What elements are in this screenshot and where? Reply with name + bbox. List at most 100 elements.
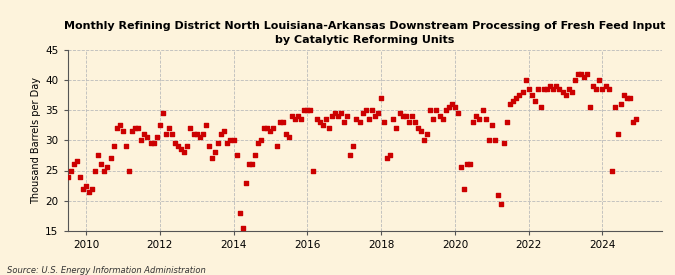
- Point: [80, 183, 91, 188]
- Point: [59, 177, 70, 182]
- Point: [487, 123, 497, 127]
- Point: [570, 78, 580, 82]
- Point: [391, 126, 402, 130]
- Point: [155, 123, 165, 127]
- Point: [606, 168, 617, 173]
- Point: [308, 168, 319, 173]
- Point: [406, 114, 417, 118]
- Point: [597, 87, 608, 91]
- Point: [56, 183, 67, 188]
- Point: [108, 144, 119, 148]
- Point: [335, 111, 346, 115]
- Point: [450, 105, 460, 109]
- Point: [50, 189, 61, 194]
- Point: [505, 102, 516, 106]
- Point: [434, 114, 445, 118]
- Y-axis label: Thousand Barrels per Day: Thousand Barrels per Day: [31, 77, 41, 204]
- Point: [520, 78, 531, 82]
- Point: [499, 141, 510, 145]
- Point: [412, 126, 423, 130]
- Point: [161, 132, 171, 136]
- Point: [410, 120, 421, 124]
- Point: [234, 211, 245, 215]
- Point: [594, 78, 605, 82]
- Point: [418, 138, 429, 142]
- Point: [529, 99, 540, 103]
- Point: [616, 102, 626, 106]
- Point: [256, 138, 267, 142]
- Point: [489, 138, 500, 142]
- Point: [262, 126, 273, 130]
- Point: [342, 114, 352, 118]
- Point: [204, 144, 215, 148]
- Point: [425, 108, 435, 112]
- Point: [317, 123, 328, 127]
- Point: [293, 114, 304, 118]
- Point: [99, 168, 110, 173]
- Point: [440, 108, 451, 112]
- Point: [296, 117, 306, 121]
- Point: [456, 165, 466, 170]
- Point: [508, 99, 518, 103]
- Point: [207, 156, 217, 161]
- Point: [554, 87, 565, 91]
- Point: [314, 120, 325, 124]
- Point: [290, 117, 300, 121]
- Point: [145, 141, 156, 145]
- Point: [548, 87, 559, 91]
- Point: [176, 147, 187, 152]
- Point: [65, 168, 76, 173]
- Point: [86, 186, 97, 191]
- Point: [167, 132, 178, 136]
- Point: [78, 186, 88, 191]
- Point: [382, 156, 393, 161]
- Point: [514, 93, 525, 97]
- Point: [397, 114, 408, 118]
- Point: [72, 159, 82, 164]
- Point: [339, 120, 350, 124]
- Point: [511, 96, 522, 100]
- Point: [628, 120, 639, 124]
- Point: [465, 162, 476, 167]
- Point: [130, 126, 140, 130]
- Point: [252, 141, 263, 145]
- Text: Source: U.S. Energy Information Administration: Source: U.S. Energy Information Administ…: [7, 266, 205, 275]
- Point: [90, 168, 101, 173]
- Point: [480, 117, 491, 121]
- Point: [585, 105, 595, 109]
- Point: [631, 117, 642, 121]
- Point: [148, 141, 159, 145]
- Point: [62, 174, 73, 179]
- Point: [305, 108, 316, 112]
- Point: [268, 126, 279, 130]
- Point: [127, 129, 138, 133]
- Point: [284, 135, 294, 139]
- Point: [182, 144, 193, 148]
- Point: [533, 87, 543, 91]
- Point: [369, 114, 380, 118]
- Point: [250, 153, 261, 158]
- Point: [259, 126, 269, 130]
- Point: [197, 132, 208, 136]
- Point: [572, 72, 583, 76]
- Point: [388, 117, 399, 121]
- Point: [459, 186, 470, 191]
- Point: [431, 108, 442, 112]
- Point: [404, 120, 414, 124]
- Point: [582, 72, 593, 76]
- Point: [231, 153, 242, 158]
- Point: [188, 132, 199, 136]
- Point: [545, 84, 556, 88]
- Point: [345, 153, 356, 158]
- Point: [265, 129, 276, 133]
- Point: [535, 105, 546, 109]
- Point: [622, 96, 632, 100]
- Point: [271, 144, 282, 148]
- Point: [121, 144, 132, 148]
- Point: [452, 111, 463, 115]
- Point: [373, 111, 383, 115]
- Point: [618, 93, 629, 97]
- Point: [225, 138, 236, 142]
- Point: [416, 129, 427, 133]
- Point: [367, 108, 377, 112]
